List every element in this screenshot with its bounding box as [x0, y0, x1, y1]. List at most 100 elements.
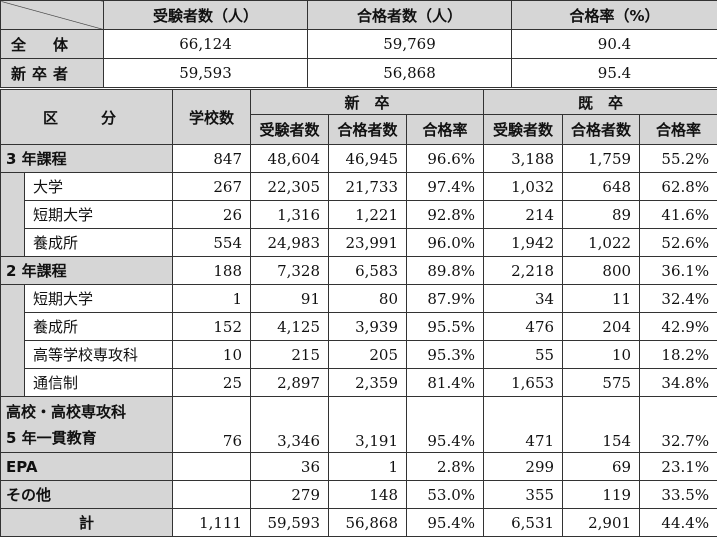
cell-new-passed: 6,583 [329, 257, 407, 285]
cell-new-rate: 97.4% [407, 173, 484, 201]
cell-new-applicants: 3,346 [251, 397, 329, 453]
cell-new-rate: 2.8% [407, 453, 484, 481]
row-label: 高校・高校専攻科 5 年一貫教育 [1, 397, 173, 453]
summary-row-label: 新卒者 [1, 59, 104, 88]
cell-new-applicants: 48,604 [251, 145, 329, 173]
cell-old-applicants: 6,531 [484, 509, 563, 537]
cell-old-passed: 11 [563, 285, 640, 313]
indent-cell [1, 173, 25, 257]
row-label: EPA [1, 453, 173, 481]
header-prior-grad: 既 卒 [484, 90, 717, 115]
cell-schools: 10 [173, 341, 251, 369]
cell-old-passed: 648 [563, 173, 640, 201]
cell-new-applicants: 22,305 [251, 173, 329, 201]
table-row: 短期大学 26 1,316 1,221 92.8% 214 89 41.6% [1, 201, 717, 229]
row-label: 養成所 [25, 313, 173, 341]
cell-old-applicants: 355 [484, 481, 563, 509]
table-row: 短期大学 1 91 80 87.9% 34 11 32.4% [1, 285, 717, 313]
cell-old-rate: 44.4% [640, 509, 717, 537]
summary-header-passed: 合格者数（人） [308, 1, 512, 30]
table-row: 養成所 554 24,983 23,991 96.0% 1,942 1,022 … [1, 229, 717, 257]
cell-new-passed: 3,191 [329, 397, 407, 453]
summary-header-row: 受験者数（人） 合格者数（人） 合格率（%） [1, 1, 717, 30]
cell-new-rate: 87.9% [407, 285, 484, 313]
summary-cell: 56,868 [308, 59, 512, 88]
cell-old-rate: 55.2% [640, 145, 717, 173]
cell-old-rate: 52.6% [640, 229, 717, 257]
cell-old-rate: 36.1% [640, 257, 717, 285]
cell-old-applicants: 34 [484, 285, 563, 313]
row-label: 3 年課程 [1, 145, 173, 173]
row-label: 短期大学 [25, 285, 173, 313]
table-row: EPA 36 1 2.8% 299 69 23.1% [1, 453, 717, 481]
cell-old-applicants: 214 [484, 201, 563, 229]
cell-old-passed: 800 [563, 257, 640, 285]
cell-old-passed: 89 [563, 201, 640, 229]
cell-new-passed: 56,868 [329, 509, 407, 537]
cell-schools: 847 [173, 145, 251, 173]
cell-new-passed: 80 [329, 285, 407, 313]
row-label-line-2: 5 年一貫教育 [6, 425, 172, 451]
cell-schools [173, 481, 251, 509]
cell-new-applicants: 59,593 [251, 509, 329, 537]
summary-cell: 66,124 [104, 30, 308, 59]
cell-new-rate: 92.8% [407, 201, 484, 229]
cell-old-applicants: 3,188 [484, 145, 563, 173]
cell-new-applicants: 1,316 [251, 201, 329, 229]
table-row-total: 計 1,111 59,593 56,868 95.4% 6,531 2,901 … [1, 509, 717, 537]
cell-schools: 554 [173, 229, 251, 257]
cell-old-passed: 119 [563, 481, 640, 509]
cell-new-passed: 1 [329, 453, 407, 481]
cell-schools [173, 453, 251, 481]
summary-header-rate: 合格率（%） [512, 1, 717, 30]
header-old-applicants: 受験者数 [484, 115, 563, 145]
summary-cell: 95.4 [512, 59, 717, 88]
cell-schools: 25 [173, 369, 251, 397]
cell-old-applicants: 471 [484, 397, 563, 453]
cell-old-rate: 18.2% [640, 341, 717, 369]
summary-cell: 90.4 [512, 30, 717, 59]
summary-row-label: 全 体 [1, 30, 104, 59]
detail-header-row-1: 区 分 学校数 新 卒 既 卒 [1, 90, 717, 115]
cell-schools: 1 [173, 285, 251, 313]
summary-row-new-grad: 新卒者 59,593 56,868 95.4 [1, 59, 717, 88]
row-label: 高等学校専攻科 [25, 341, 173, 369]
cell-new-applicants: 279 [251, 481, 329, 509]
header-old-passed: 合格者数 [563, 115, 640, 145]
cell-new-rate: 95.3% [407, 341, 484, 369]
table-row: 大学 267 22,305 21,733 97.4% 1,032 648 62.… [1, 173, 717, 201]
cell-schools: 267 [173, 173, 251, 201]
cell-new-applicants: 7,328 [251, 257, 329, 285]
cell-new-passed: 148 [329, 481, 407, 509]
cell-old-rate: 32.4% [640, 285, 717, 313]
table-row: 3 年課程 847 48,604 46,945 96.6% 3,188 1,75… [1, 145, 717, 173]
table-row: 2 年課程 188 7,328 6,583 89.8% 2,218 800 36… [1, 257, 717, 285]
cell-new-rate: 81.4% [407, 369, 484, 397]
summary-table: 受験者数（人） 合格者数（人） 合格率（%） 全 体 66,124 59,769… [0, 0, 717, 88]
cell-old-rate: 62.8% [640, 173, 717, 201]
summary-cell: 59,769 [308, 30, 512, 59]
cell-new-rate: 95.5% [407, 313, 484, 341]
cell-old-rate: 41.6% [640, 201, 717, 229]
cell-new-passed: 3,939 [329, 313, 407, 341]
summary-cell: 59,593 [104, 59, 308, 88]
cell-new-passed: 205 [329, 341, 407, 369]
header-schools: 学校数 [173, 90, 251, 145]
cell-new-applicants: 24,983 [251, 229, 329, 257]
cell-old-applicants: 476 [484, 313, 563, 341]
cell-old-rate: 34.8% [640, 369, 717, 397]
cell-new-passed: 21,733 [329, 173, 407, 201]
row-label-line-1: 高校・高校専攻科 [6, 399, 172, 425]
cell-new-rate: 96.0% [407, 229, 484, 257]
cell-old-passed: 1,022 [563, 229, 640, 257]
cell-old-applicants: 1,032 [484, 173, 563, 201]
cell-new-rate: 95.4% [407, 509, 484, 537]
cell-new-passed: 2,359 [329, 369, 407, 397]
cell-new-passed: 1,221 [329, 201, 407, 229]
cell-old-passed: 10 [563, 341, 640, 369]
cell-old-rate: 32.7% [640, 397, 717, 453]
summary-corner-cell [1, 1, 104, 30]
cell-new-rate: 89.8% [407, 257, 484, 285]
summary-header-applicants: 受験者数（人） [104, 1, 308, 30]
cell-old-applicants: 55 [484, 341, 563, 369]
